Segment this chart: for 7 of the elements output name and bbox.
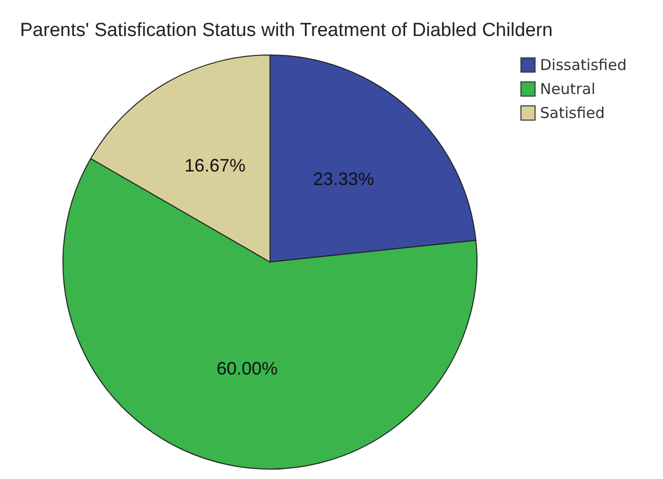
chart-title: Parents' Satisfication Status with Treatment of Diabled Childern: [20, 20, 553, 41]
data-label: 60.00%: [216, 358, 278, 379]
legend-label: Satisfied: [540, 104, 605, 122]
data-label: 16.67%: [184, 156, 246, 176]
legend-label: Neutral: [540, 80, 596, 98]
data-label: 23.33%: [313, 169, 374, 190]
legend-label: Dissatisfied: [540, 56, 627, 74]
